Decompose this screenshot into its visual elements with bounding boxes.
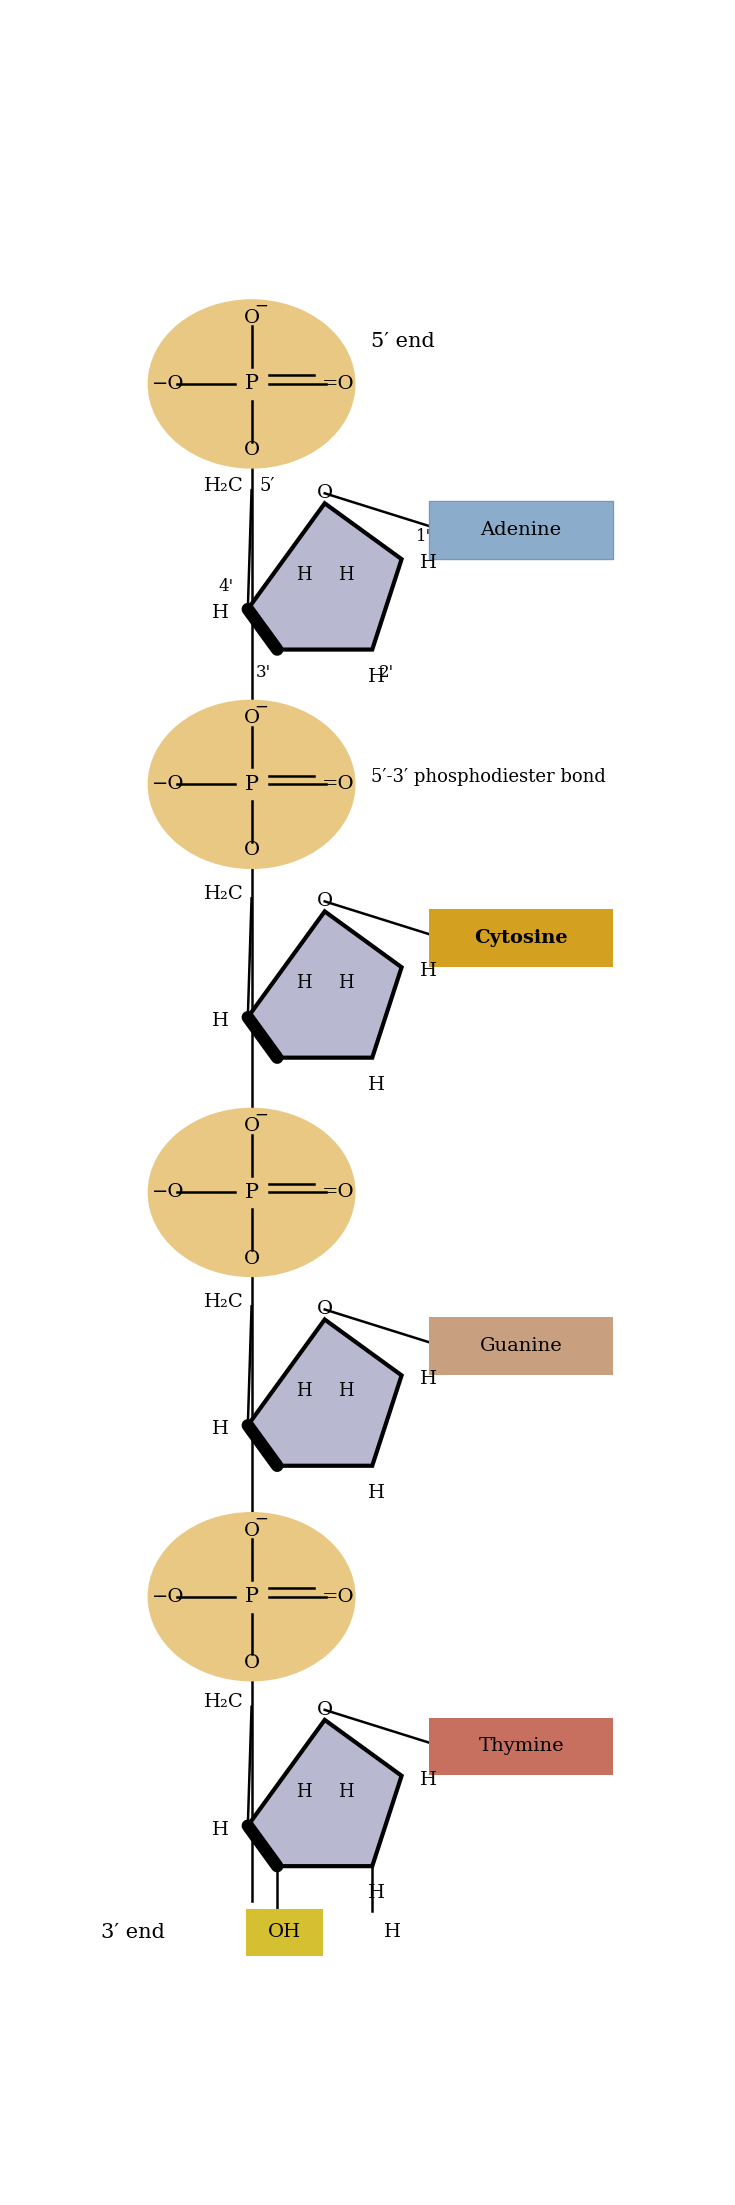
- Text: −: −: [254, 1510, 268, 1528]
- Ellipse shape: [148, 1107, 356, 1277]
- Text: H₂C: H₂C: [204, 1693, 244, 1711]
- Text: H: H: [368, 1076, 384, 1094]
- Text: =O: =O: [322, 776, 355, 794]
- Text: P: P: [245, 1182, 259, 1202]
- Text: H: H: [212, 1420, 229, 1438]
- Text: O: O: [243, 842, 259, 860]
- Text: −: −: [254, 699, 268, 714]
- Polygon shape: [248, 1720, 401, 1865]
- Text: H₂C: H₂C: [204, 476, 244, 494]
- FancyBboxPatch shape: [429, 1316, 614, 1376]
- Text: =O: =O: [322, 1588, 355, 1605]
- Text: P: P: [245, 1588, 259, 1605]
- Text: H: H: [296, 1383, 312, 1400]
- Text: Adenine: Adenine: [481, 520, 562, 538]
- Text: O: O: [317, 1301, 333, 1319]
- Text: =O: =O: [322, 1184, 355, 1202]
- FancyBboxPatch shape: [429, 501, 614, 558]
- Text: =O: =O: [322, 375, 355, 392]
- Text: H: H: [420, 1369, 437, 1389]
- Text: −O: −O: [152, 1184, 184, 1202]
- Text: H: H: [212, 604, 229, 622]
- Text: H₂C: H₂C: [204, 884, 244, 902]
- Text: H: H: [337, 1782, 354, 1801]
- Text: 4': 4': [219, 578, 234, 595]
- Text: O: O: [243, 1521, 259, 1539]
- Text: −: −: [254, 298, 268, 315]
- Text: 5′-3′ phosphodiester bond: 5′-3′ phosphodiester bond: [371, 767, 606, 785]
- Ellipse shape: [148, 300, 356, 470]
- Text: O: O: [317, 485, 333, 503]
- Text: H: H: [212, 1012, 229, 1030]
- Text: H: H: [368, 668, 384, 686]
- Polygon shape: [248, 1319, 401, 1466]
- FancyBboxPatch shape: [429, 1718, 614, 1775]
- Text: O: O: [243, 309, 259, 326]
- Text: H: H: [296, 1782, 312, 1801]
- Text: H: H: [337, 975, 354, 992]
- Text: Thymine: Thymine: [478, 1738, 564, 1755]
- Text: P: P: [245, 774, 259, 794]
- Text: O: O: [317, 1700, 333, 1720]
- Text: H₂C: H₂C: [204, 1292, 244, 1310]
- Text: H: H: [420, 1771, 437, 1788]
- FancyBboxPatch shape: [246, 1910, 323, 1956]
- Polygon shape: [248, 911, 401, 1058]
- Text: H: H: [384, 1923, 401, 1940]
- Text: 3′ end: 3′ end: [101, 1923, 165, 1943]
- Text: O: O: [243, 710, 259, 728]
- Text: O: O: [243, 1118, 259, 1136]
- Text: O: O: [243, 1250, 259, 1268]
- Text: Guanine: Guanine: [480, 1336, 562, 1356]
- Text: −O: −O: [152, 776, 184, 794]
- Text: 5′ end: 5′ end: [371, 333, 434, 351]
- Text: 3': 3': [256, 664, 271, 681]
- Polygon shape: [248, 503, 401, 650]
- Text: O: O: [243, 1654, 259, 1671]
- Text: H: H: [420, 961, 437, 979]
- Text: H: H: [212, 1821, 229, 1839]
- Text: −O: −O: [152, 375, 184, 392]
- Text: H: H: [368, 1883, 384, 1903]
- Text: 2': 2': [379, 664, 394, 681]
- Text: P: P: [245, 375, 259, 392]
- Text: H: H: [296, 975, 312, 992]
- Text: 1': 1': [415, 527, 431, 545]
- Text: H: H: [368, 1484, 384, 1502]
- Text: H: H: [420, 553, 437, 571]
- Text: H: H: [337, 567, 354, 584]
- Text: Cytosine: Cytosine: [474, 928, 568, 946]
- Text: −: −: [254, 1107, 268, 1122]
- Text: OH: OH: [268, 1923, 301, 1940]
- Ellipse shape: [148, 1513, 356, 1682]
- Text: H: H: [337, 1383, 354, 1400]
- FancyBboxPatch shape: [429, 908, 614, 966]
- Text: O: O: [243, 441, 259, 459]
- Text: O: O: [317, 893, 333, 911]
- Ellipse shape: [148, 699, 356, 869]
- Text: H: H: [296, 567, 312, 584]
- Text: −O: −O: [152, 1588, 184, 1605]
- Text: 5′: 5′: [259, 476, 275, 494]
